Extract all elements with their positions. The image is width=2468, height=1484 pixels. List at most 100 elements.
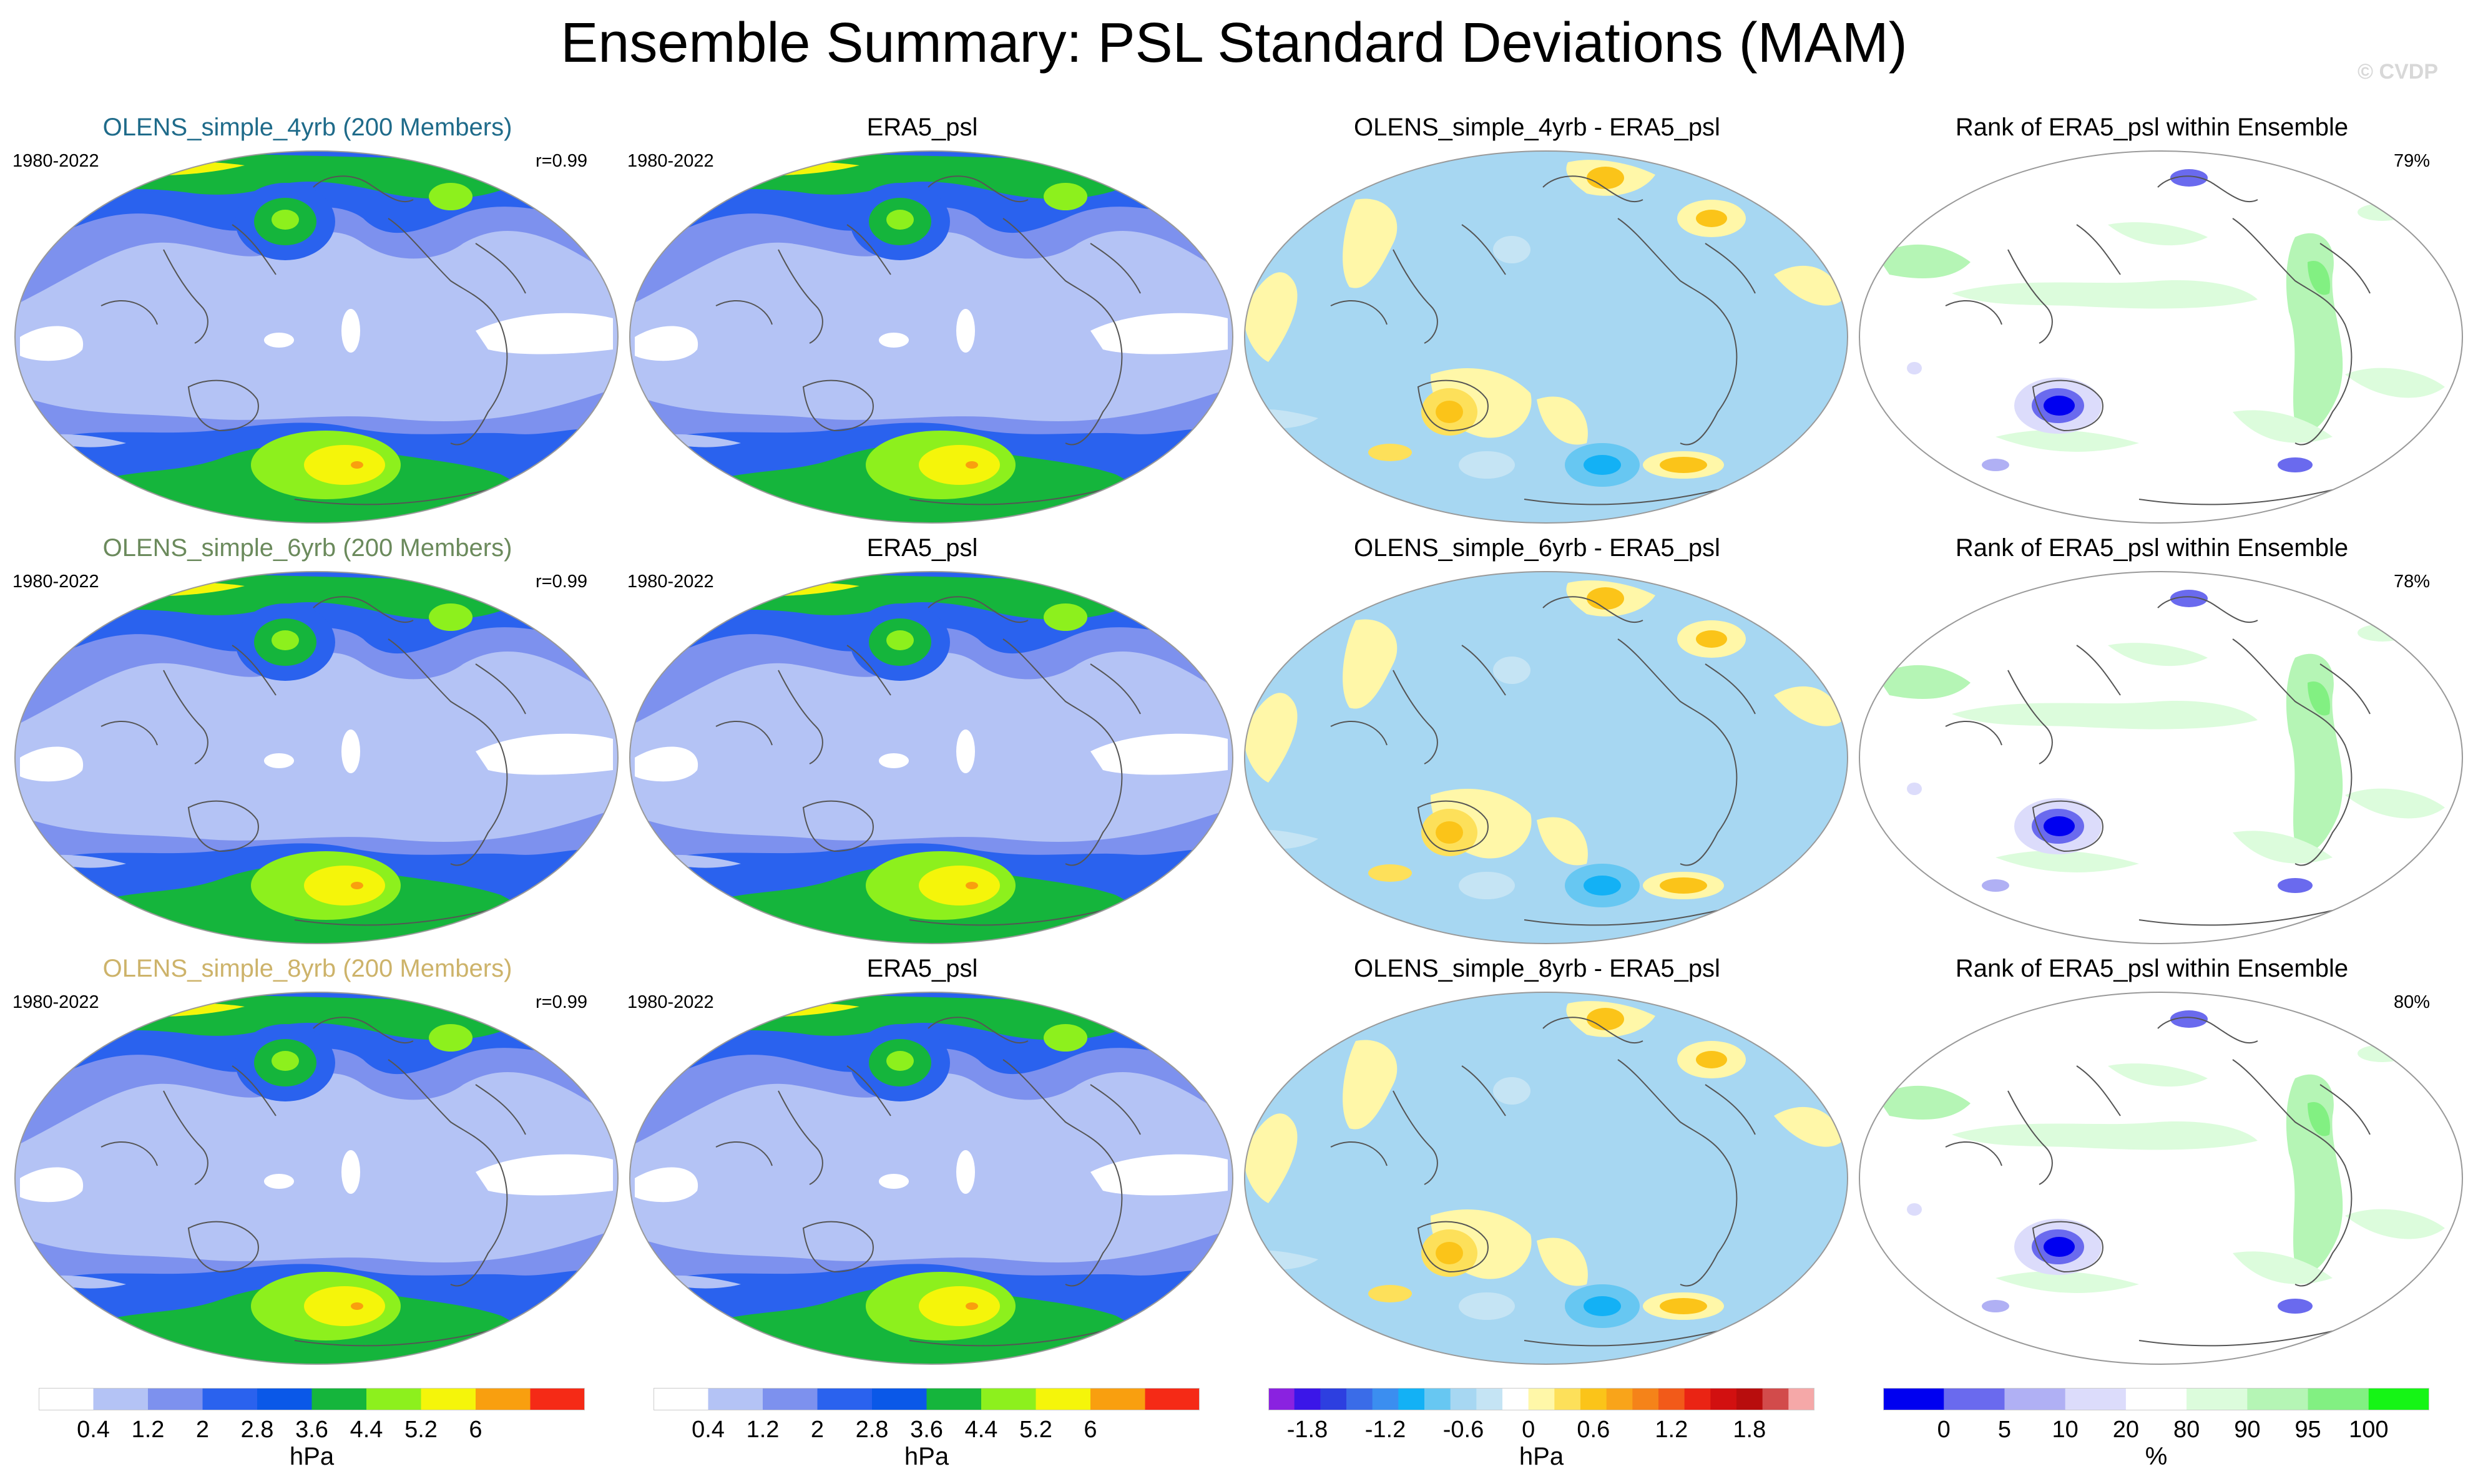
colorbar-swatch <box>1632 1388 1659 1410</box>
colorbar-swatch <box>366 1388 421 1410</box>
figure-title: Ensemble Summary: PSL Standard Deviation… <box>561 12 1907 74</box>
model-sd-map-row1 <box>14 150 619 524</box>
colorbar-swatch <box>1580 1388 1607 1410</box>
colorbar-sd-obs: 0.4 1.2 2 2.8 3.6 4.4 5.2 6 hPa <box>654 1388 1200 1482</box>
colorbar-swatch <box>1606 1388 1633 1410</box>
colorbar-tick-label: 0 <box>1937 1417 1951 1443</box>
colorbar-swatch <box>93 1388 149 1410</box>
obs-sd-map-row1 <box>629 150 1233 524</box>
model-years-row3: 1980-2022 <box>12 992 99 1012</box>
colorbar-swatch <box>1883 1388 1944 1410</box>
model-panel-title-row3: OLENS_simple_8yrb (200 Members) <box>102 955 512 982</box>
diff-panel-title-row3: OLENS_simple_8yrb - ERA5_psl <box>1354 955 1720 982</box>
rank-map-row3 <box>1859 992 2463 1365</box>
colorbar-tick-label: 4.4 <box>350 1417 383 1443</box>
colorbar-tick-label: 1.2 <box>131 1417 165 1443</box>
colorbar-swatch <box>1372 1388 1399 1410</box>
rank-map-row1 <box>1859 150 2463 524</box>
colorbar-tick-label: 6 <box>1084 1417 1097 1443</box>
colorbar-swatch <box>1450 1388 1477 1410</box>
colorbar-swatch <box>1736 1388 1763 1410</box>
colorbar-rank: 0 5 10 20 80 90 95 100% <box>1883 1388 2429 1482</box>
rank-map-row2 <box>1859 571 2463 944</box>
colorbar-tick-label: 3.6 <box>910 1417 943 1443</box>
colorbar-swatch <box>1294 1388 1321 1410</box>
obs-years-row2: 1980-2022 <box>627 572 714 592</box>
model-panel-title-row2: OLENS_simple_6yrb (200 Members) <box>102 534 512 562</box>
correlation-row3: r=0.99 <box>536 992 588 1012</box>
obs-panel-title-row3: ERA5_psl <box>866 955 978 982</box>
colorbar-tick-label: 1.8 <box>1733 1417 1766 1443</box>
colorbar-tick-label: 80 <box>2173 1417 2200 1443</box>
colorbar-swatch <box>708 1388 763 1410</box>
colorbar-swatch <box>1036 1388 1091 1410</box>
colorbar-tick-label: 0.6 <box>1577 1417 1610 1443</box>
obs-sd-map-row2 <box>629 571 1233 944</box>
colorbar-tick-label: 1.2 <box>1655 1417 1688 1443</box>
colorbar-swatch <box>872 1388 927 1410</box>
rank-panel-title-row1: Rank of ERA5_psl within Ensemble <box>1955 114 2349 141</box>
colorbar-unit-label: hPa <box>904 1443 949 1470</box>
colorbar-swatch <box>1658 1388 1685 1410</box>
colorbar-tick-label: -1.8 <box>1286 1417 1328 1443</box>
colorbar-swatch <box>1788 1388 1814 1410</box>
diff-map-row2 <box>1244 571 1848 944</box>
obs-years-row1: 1980-2022 <box>627 151 714 171</box>
colorbar-swatch <box>1090 1388 1145 1410</box>
colorbar-tick-label: 0.4 <box>692 1417 725 1443</box>
colorbar-tick-label: 2.8 <box>240 1417 274 1443</box>
colorbar-swatch <box>1944 1388 2005 1410</box>
colorbar-tick-label: -1.2 <box>1364 1417 1406 1443</box>
colorbar-tick-label: 2 <box>810 1417 825 1443</box>
colorbar-tick-label: 2 <box>195 1417 210 1443</box>
colorbar-swatch <box>763 1388 818 1410</box>
colorbar-swatch <box>1502 1388 1529 1410</box>
colorbar-diff: -1.8 -1.2 -0.6 0 0.6 1.2 1.8 hPa <box>1268 1388 1814 1482</box>
colorbar-swatch <box>1710 1388 1737 1410</box>
colorbar-tick-label: 3.6 <box>295 1417 328 1443</box>
colorbar-tick-label: 1.2 <box>746 1417 780 1443</box>
model-sd-map-row2 <box>14 571 619 944</box>
colorbar-tick-label: 5.2 <box>404 1417 438 1443</box>
colorbar-unit-label: hPa <box>1519 1443 1564 1470</box>
colorbar-swatch <box>2065 1388 2127 1410</box>
rank-panel-title-row3: Rank of ERA5_psl within Ensemble <box>1955 955 2349 982</box>
colorbar-swatch <box>1476 1388 1503 1410</box>
colorbar-swatch <box>2186 1388 2248 1410</box>
colorbar-tick-label: 0.4 <box>77 1417 110 1443</box>
colorbar-sd-model: 0.4 1.2 2 2.8 3.6 4.4 5.2 6 hPa <box>39 1388 585 1482</box>
colorbar-swatch <box>1145 1388 1200 1410</box>
colorbar-tick-label: 2.8 <box>855 1417 889 1443</box>
colorbar-swatch <box>2125 1388 2187 1410</box>
colorbar-swatch <box>2368 1388 2429 1410</box>
colorbar-tick-label: 20 <box>2112 1417 2140 1443</box>
diff-map-row3 <box>1244 992 1848 1365</box>
colorbar-tick-label: 10 <box>2052 1417 2079 1443</box>
colorbar-swatch <box>2247 1388 2309 1410</box>
colorbar-tick-label: -0.6 <box>1442 1417 1484 1443</box>
rank-panel-title-row2: Rank of ERA5_psl within Ensemble <box>1955 534 2349 562</box>
copyright-watermark: © CVDP <box>2358 60 2438 84</box>
diff-panel-title-row2: OLENS_simple_6yrb - ERA5_psl <box>1354 534 1720 562</box>
colorbar-swatch <box>1268 1388 1295 1410</box>
colorbar-swatch <box>1346 1388 1373 1410</box>
colorbar-swatch <box>1398 1388 1425 1410</box>
rank-percent-row3: 80% <box>2394 992 2431 1012</box>
colorbar-swatch <box>1528 1388 1555 1410</box>
model-panel-title-row1: OLENS_simple_4yrb (200 Members) <box>102 114 512 141</box>
obs-sd-map-row3 <box>629 992 1233 1365</box>
obs-panel-title-row2: ERA5_psl <box>866 534 978 562</box>
colorbar-tick-label: 90 <box>2234 1417 2261 1443</box>
rank-percent-row1: 79% <box>2394 151 2431 171</box>
colorbar-swatch <box>2004 1388 2066 1410</box>
colorbar-tick-label: 95 <box>2294 1417 2321 1443</box>
colorbar-swatch <box>654 1388 708 1410</box>
colorbar-swatch <box>817 1388 873 1410</box>
colorbar-swatch <box>39 1388 94 1410</box>
model-years-row2: 1980-2022 <box>12 572 99 592</box>
colorbar-unit-label: % <box>2145 1443 2168 1470</box>
diff-panel-title-row1: OLENS_simple_4yrb - ERA5_psl <box>1354 114 1720 141</box>
colorbar-unit-label: hPa <box>289 1443 335 1470</box>
colorbar-swatch <box>2308 1388 2369 1410</box>
colorbar-swatch <box>202 1388 258 1410</box>
